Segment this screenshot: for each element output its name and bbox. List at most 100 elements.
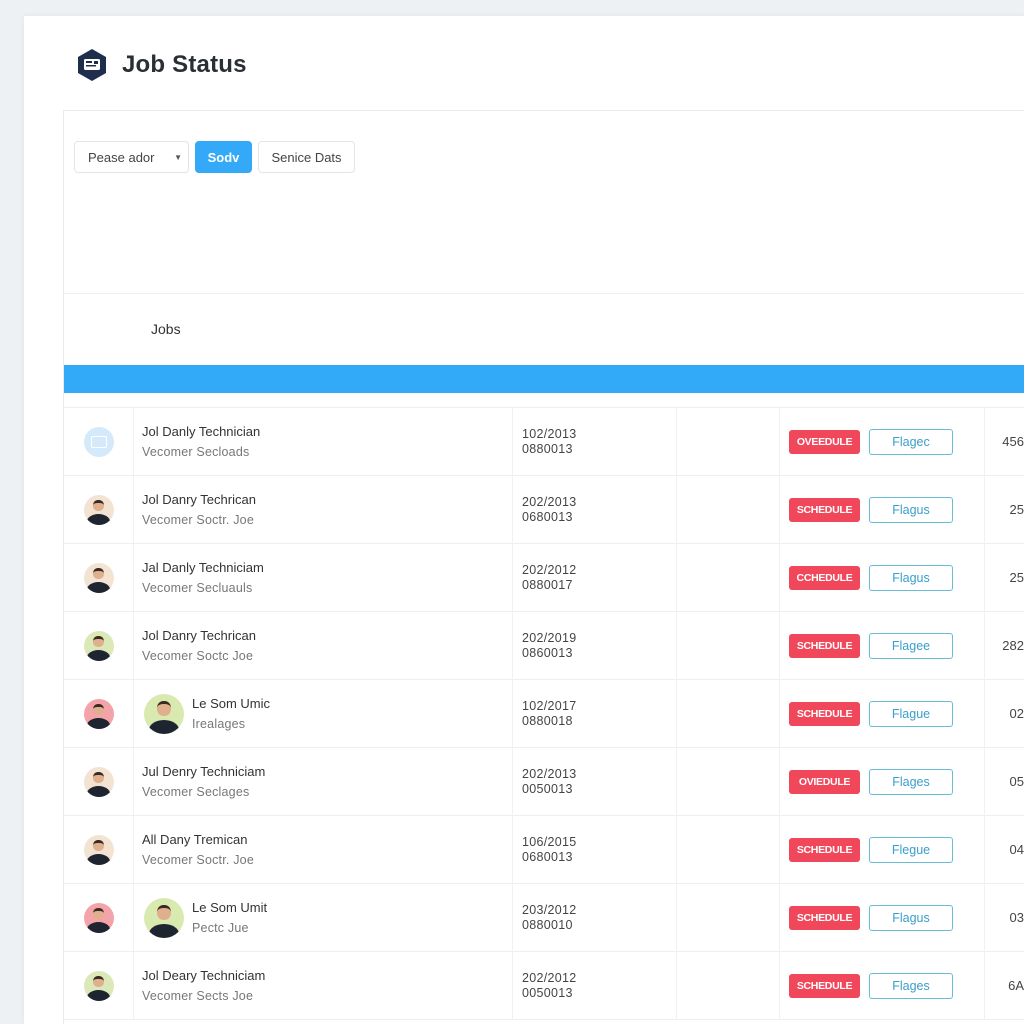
job-title: Jal Danly Techniciam [142,559,264,575]
date-cell: 106/2015 0680013 [512,816,676,883]
job-subtitle: Vecomer Soctr. Joe [142,512,254,527]
date-primary: 202/2013 [522,766,577,781]
filter-select-value: Pease ador [88,149,155,165]
date-secondary: 0050013 [522,781,573,796]
job-info: Jol Danry Techrican Vecomer Soctc Joe [142,628,256,664]
filter-select[interactable]: Pease ador ▼ [74,141,189,173]
avatar [83,494,114,525]
status-badge[interactable]: SCHEDULE [789,701,860,726]
page-header: Job Status [76,48,247,82]
flag-button[interactable]: Flagus [869,904,953,931]
jobs-table: Jol Danly Technician Vecomer Secloads 10… [64,407,1024,1020]
job-info: Jal Danly Techniciam Vecomer Secluauls [142,560,264,596]
avatar-cell [64,408,133,475]
avatar-large [144,897,184,938]
date-primary: 202/2012 [522,970,577,985]
row-value: 02 [1009,706,1024,721]
status-badge[interactable]: SCHEDULE [789,905,860,930]
date-primary: 106/2015 [522,834,577,849]
table-row[interactable]: All Dany Tremican Vecomer Soctr. Joe 106… [64,816,1024,884]
date-cell: 202/2013 0050013 [512,748,676,815]
job-cell: Jal Danly Techniciam Vecomer Secluauls [133,544,513,611]
jobs-panel: Pease ador ▼ Sodv Senice Dats Jobs Jol D… [63,110,1024,1024]
job-subtitle: Vecomer Sects Joe [142,988,254,1003]
value-cell: 05 [984,748,1024,815]
empty-cell [676,544,780,611]
value-cell: 04 [984,816,1024,883]
table-row[interactable]: Le Som Umit Pectc Jue 203/2012 0880010 S… [64,884,1024,952]
date-cell: 203/2012 0880010 [512,884,676,951]
status-badge[interactable]: SCHEDULE [789,497,860,522]
job-cell: Jol Danry Techrican Vecomer Soctc Joe [133,612,513,679]
actions-cell: OVIEDULE Flages [779,748,984,815]
table-row[interactable]: Jol Danry Techrican Vecomer Soctc Joe 20… [64,612,1024,680]
date-primary: 202/2019 [522,630,577,645]
table-row[interactable]: Jol Danry Techrican Vecomer Soctr. Joe 2… [64,476,1024,544]
date-cell: 202/2013 0680013 [512,476,676,543]
table-row[interactable]: Jol Deary Techniciam Vecomer Sects Joe 2… [64,952,1024,1020]
avatar [83,698,114,729]
empty-cell [676,680,780,747]
avatar [83,834,114,865]
section-label: Jobs [151,321,181,337]
table-row[interactable]: Jul Denry Techniciam Vecomer Seclages 20… [64,748,1024,816]
job-subtitle: Vecomer Secluauls [142,580,253,595]
flag-button[interactable]: Flagus [869,564,953,591]
flag-button[interactable]: Flagec [869,428,953,455]
date-secondary: 0880010 [522,917,573,932]
flag-button[interactable]: Flages [869,972,953,999]
actions-cell: OVEEDULE Flagec [779,408,984,475]
table-row[interactable]: Jal Danly Techniciam Vecomer Secluauls 2… [64,544,1024,612]
empty-cell [676,748,780,815]
status-badge[interactable]: OVIEDULE [789,769,860,794]
status-badge[interactable]: SCHEDULE [789,633,860,658]
job-cell: Le Som Umic Irealages [133,680,513,747]
date-primary: 202/2013 [522,494,577,509]
job-info: Jul Denry Techniciam Vecomer Seclages [142,764,265,800]
actions-cell: SCHEDULE Flagus [779,476,984,543]
status-badge[interactable]: SCHEDULE [789,973,860,998]
page-title: Job Status [122,51,247,78]
value-cell: 25 [984,544,1024,611]
status-badge[interactable]: OVEEDULE [789,429,860,454]
job-info: Le Som Umic Irealages [192,696,270,732]
job-subtitle: Pectc Jue [192,920,249,935]
job-subtitle: Vecomer Soctr. Joe [142,852,254,867]
empty-cell [676,816,780,883]
document-avatar-icon [83,426,114,457]
value-cell: 25 [984,476,1024,543]
flag-button[interactable]: Flegue [869,836,953,863]
date-primary: 102/2013 [522,426,577,441]
value-cell: 02 [984,680,1024,747]
job-subtitle: Vecomer Soctc Joe [142,648,254,663]
job-cell: Le Som Umit Pectc Jue [133,884,513,951]
flag-button[interactable]: Flague [869,700,953,727]
actions-cell: CCHEDULE Flagus [779,544,984,611]
flag-button[interactable]: Flagus [869,496,953,523]
flag-button[interactable]: Flages [869,768,953,795]
job-cell: All Dany Tremican Vecomer Soctr. Joe [133,816,513,883]
status-badge[interactable]: CCHEDULE [789,565,860,590]
service-dates-button[interactable]: Senice Dats [258,141,355,173]
flag-button[interactable]: Flagee [869,632,953,659]
table-row[interactable]: Le Som Umic Irealages 102/2017 0880018 S… [64,680,1024,748]
empty-cell [676,952,780,1019]
row-value: 282 [1002,638,1024,653]
actions-cell: SCHEDULE Flegue [779,816,984,883]
actions-cell: SCHEDULE Flague [779,680,984,747]
job-title: Le Som Umit [192,899,268,915]
avatar-large [144,693,184,734]
value-cell: 282 [984,612,1024,679]
job-title: Le Som Umic [192,695,271,711]
divider [64,293,1024,294]
date-secondary: 0680013 [522,849,573,864]
primary-button[interactable]: Sodv [195,141,252,173]
status-badge[interactable]: SCHEDULE [789,837,860,862]
row-value: 04 [1009,842,1024,857]
date-secondary: 0680013 [522,509,573,524]
job-title: Jul Denry Techniciam [142,763,266,779]
table-row[interactable]: Jol Danly Technician Vecomer Secloads 10… [64,408,1024,476]
empty-cell [676,884,780,951]
job-cell: Jol Deary Techniciam Vecomer Sects Joe [133,952,513,1019]
date-secondary: 0880017 [522,577,573,592]
